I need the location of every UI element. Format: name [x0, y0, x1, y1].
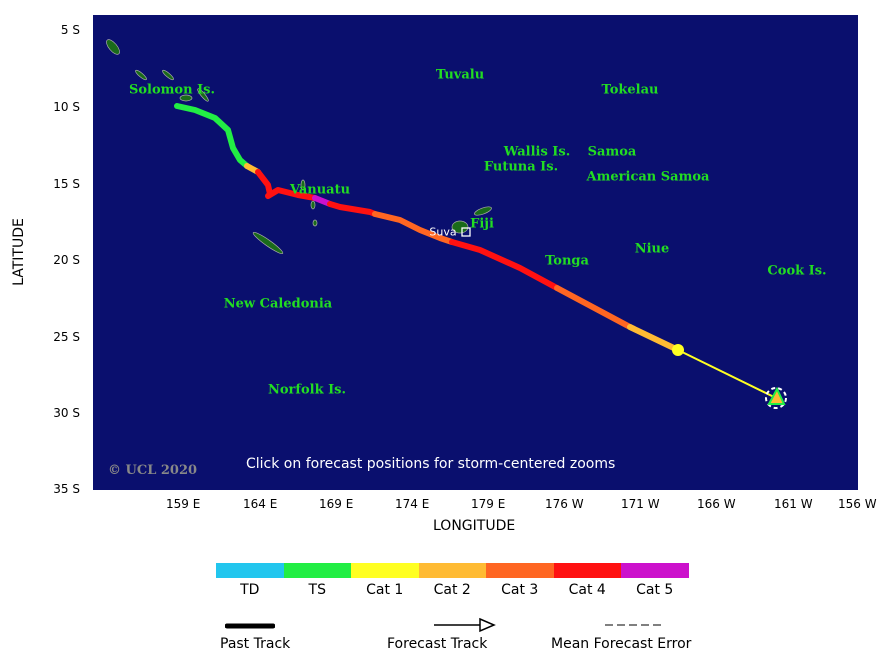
legend-label: TS	[308, 582, 326, 598]
island	[135, 69, 147, 81]
track-segment-cat3	[372, 211, 455, 245]
past-track	[174, 103, 681, 353]
x-tick: 159 E	[166, 497, 201, 511]
x-tick: 166 W	[697, 497, 736, 511]
island	[106, 39, 120, 55]
legend-mean-forecast-error: Mean Forecast Error	[551, 636, 692, 652]
land-masses	[106, 39, 492, 254]
track-segment-cat2b	[627, 324, 681, 353]
x-tick: 176 W	[545, 497, 584, 511]
label-solomon: Solomon Is.	[129, 82, 215, 98]
label-american-samoa: American Samoa	[586, 169, 710, 185]
copyright: © UCL 2020	[108, 463, 198, 478]
y-tick: 30 S	[53, 406, 80, 420]
legend-label: Cat 1	[366, 582, 404, 598]
new-caledonia-island	[252, 232, 284, 254]
x-tick: 174 E	[395, 497, 430, 511]
legend-label: TD	[240, 582, 260, 598]
y-tick: 35 S	[53, 482, 80, 496]
track-segment-cat4c	[449, 239, 560, 291]
legend-swatch-cat1	[351, 563, 419, 578]
label-tokelau: Tokelau	[601, 82, 659, 98]
legend-swatch-cat3	[486, 563, 554, 578]
label-vanuatu: Vanuatu	[289, 182, 351, 198]
legend-label: Cat 3	[501, 582, 539, 598]
x-tick: 169 E	[319, 497, 354, 511]
island	[300, 179, 306, 191]
label-new-caledonia: New Caledonia	[223, 296, 333, 312]
y-tick: 20 S	[53, 253, 80, 267]
forecast-track-symbol	[434, 617, 496, 633]
forecast-error-symbol	[605, 624, 663, 626]
forecast-error-circle	[765, 387, 787, 409]
forecast-position-marker	[672, 344, 684, 356]
zoom-hint: Click on forecast positions for storm-ce…	[246, 456, 616, 472]
fiji-island	[451, 220, 469, 234]
label-futuna: Futuna Is.	[483, 159, 559, 175]
label-suva: Suva	[429, 225, 457, 239]
forecast-position-triangle	[767, 386, 786, 405]
y-tick: 5 S	[60, 23, 80, 37]
y-tick: 25 S	[53, 330, 80, 344]
fiji-island	[474, 206, 492, 216]
y-tick: 15 S	[53, 177, 80, 191]
island	[312, 219, 318, 227]
map-canvas	[106, 39, 787, 409]
y-axis-label: LATITUDE	[11, 218, 27, 286]
label-norfolk: Norfolk Is.	[267, 382, 347, 398]
forecast-track-line	[677, 349, 777, 399]
legend-swatch-cat5	[621, 563, 689, 578]
label-cook: Cook Is.	[767, 263, 827, 279]
x-tick: 161 W	[774, 497, 813, 511]
y-tick: 10 S	[53, 100, 80, 114]
legend-label: Cat 4	[568, 582, 606, 598]
track-segment-cat4	[255, 169, 318, 201]
x-tick: 156 W	[838, 497, 877, 511]
legend-forecast-track: Forecast Track	[387, 636, 488, 652]
label-tuvalu: Tuvalu	[435, 67, 485, 83]
x-tick: 164 E	[243, 497, 278, 511]
x-tick: 171 W	[621, 497, 660, 511]
suva-marker	[461, 227, 471, 237]
legend-label: Cat 2	[433, 582, 471, 598]
label-samoa: Samoa	[587, 144, 637, 160]
label-niue: Niue	[634, 241, 670, 257]
label-wallis: Wallis Is.	[503, 144, 571, 160]
legend-swatch-cat2	[418, 563, 486, 578]
x-axis-label: LONGITUDE	[433, 518, 516, 534]
legend-swatch-cat4	[553, 563, 621, 578]
island	[197, 88, 209, 102]
legend-past-track: Past Track	[220, 636, 291, 652]
label-fiji: Fiji	[470, 216, 494, 232]
legend-swatch-ts	[283, 563, 351, 578]
past-track-symbol	[225, 623, 275, 629]
track-segment-ts	[174, 103, 250, 169]
legend-label: Cat 5	[636, 582, 674, 598]
x-tick: 179 E	[471, 497, 506, 511]
legend-swatch-td	[216, 563, 284, 578]
label-tonga: Tonga	[545, 253, 589, 269]
track-segment-cat3b	[554, 285, 633, 330]
track-segment-cat4b	[327, 201, 378, 217]
storm-track-map[interactable]: Tuvalu Tokelau Solomon Is. Wallis Is. Sa…	[93, 15, 858, 490]
island	[179, 94, 193, 102]
island	[162, 69, 174, 81]
island	[310, 200, 316, 210]
